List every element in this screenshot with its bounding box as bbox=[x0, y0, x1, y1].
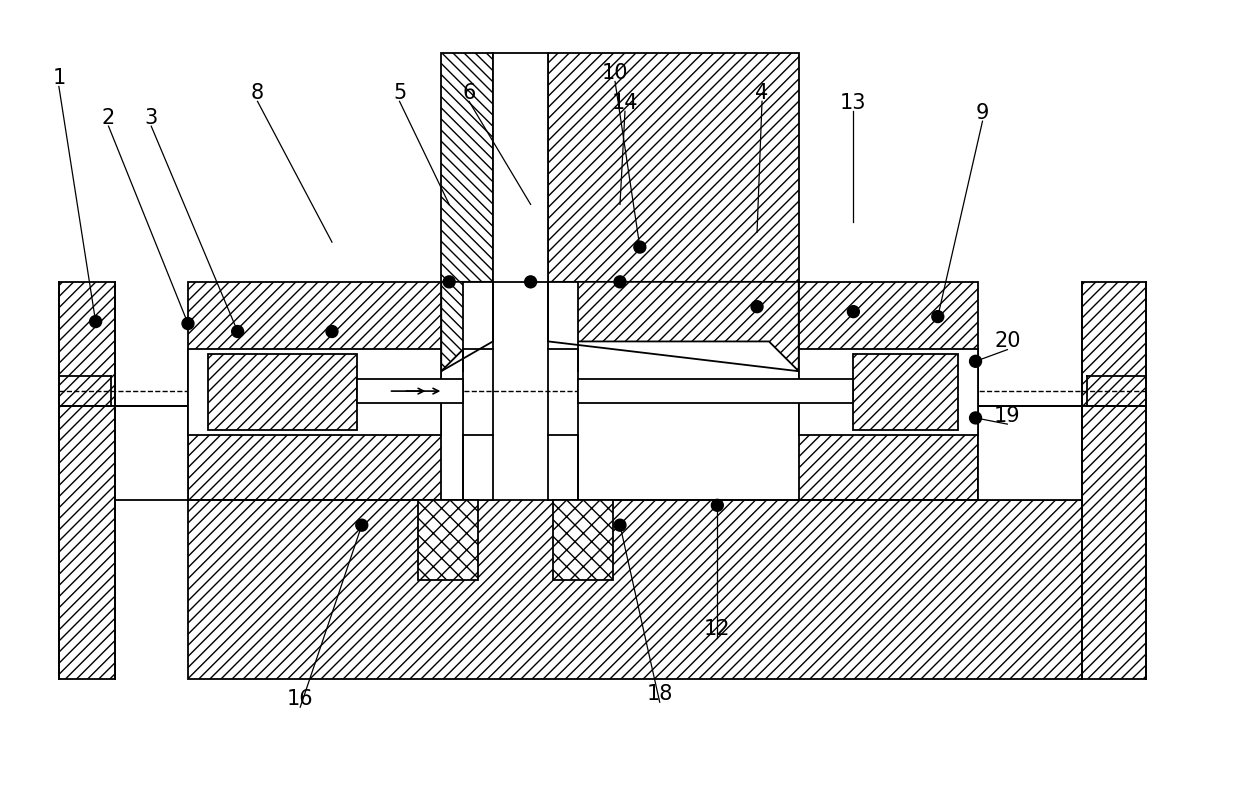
Text: 3: 3 bbox=[145, 108, 157, 128]
Polygon shape bbox=[58, 282, 115, 406]
Polygon shape bbox=[548, 282, 799, 371]
Polygon shape bbox=[853, 354, 957, 430]
Circle shape bbox=[443, 276, 455, 288]
Circle shape bbox=[712, 500, 723, 511]
Bar bbox=[548, 282, 578, 500]
Text: 5: 5 bbox=[393, 84, 407, 103]
Circle shape bbox=[634, 241, 646, 253]
Text: 2: 2 bbox=[102, 108, 115, 128]
Bar bbox=[188, 350, 441, 435]
Polygon shape bbox=[977, 406, 1081, 500]
Text: 12: 12 bbox=[704, 620, 730, 639]
Circle shape bbox=[614, 519, 626, 531]
Text: 8: 8 bbox=[250, 84, 264, 103]
Text: 13: 13 bbox=[841, 93, 867, 113]
Circle shape bbox=[182, 318, 193, 329]
Circle shape bbox=[847, 306, 859, 318]
Text: 9: 9 bbox=[976, 103, 990, 123]
Bar bbox=[799, 350, 977, 435]
Polygon shape bbox=[441, 282, 492, 371]
Polygon shape bbox=[441, 54, 492, 282]
Polygon shape bbox=[115, 406, 188, 500]
Circle shape bbox=[89, 315, 102, 328]
Circle shape bbox=[970, 355, 982, 367]
Polygon shape bbox=[188, 282, 441, 500]
Bar bbox=[463, 282, 492, 500]
Circle shape bbox=[356, 519, 368, 531]
Bar bbox=[578, 380, 853, 403]
Polygon shape bbox=[188, 500, 1081, 679]
Circle shape bbox=[751, 301, 763, 312]
Text: 6: 6 bbox=[463, 84, 476, 103]
Bar bbox=[418, 500, 477, 580]
Text: 10: 10 bbox=[601, 63, 629, 84]
Text: 14: 14 bbox=[611, 93, 639, 113]
Circle shape bbox=[232, 325, 243, 337]
Text: 18: 18 bbox=[646, 684, 673, 704]
Circle shape bbox=[614, 276, 626, 288]
Bar bbox=[357, 380, 463, 403]
Text: 19: 19 bbox=[994, 406, 1021, 426]
Circle shape bbox=[525, 276, 537, 288]
Polygon shape bbox=[208, 354, 357, 430]
Polygon shape bbox=[1081, 282, 1146, 406]
Text: 4: 4 bbox=[755, 84, 769, 103]
Circle shape bbox=[326, 325, 339, 337]
Text: 1: 1 bbox=[52, 68, 66, 88]
Text: 16: 16 bbox=[286, 689, 314, 709]
Circle shape bbox=[931, 311, 944, 323]
Polygon shape bbox=[58, 406, 115, 679]
Bar bbox=[553, 500, 613, 580]
Circle shape bbox=[970, 412, 982, 424]
Bar bbox=[492, 54, 548, 282]
Polygon shape bbox=[548, 54, 799, 282]
Polygon shape bbox=[1081, 406, 1146, 679]
Text: 20: 20 bbox=[994, 332, 1021, 351]
Polygon shape bbox=[799, 282, 977, 500]
